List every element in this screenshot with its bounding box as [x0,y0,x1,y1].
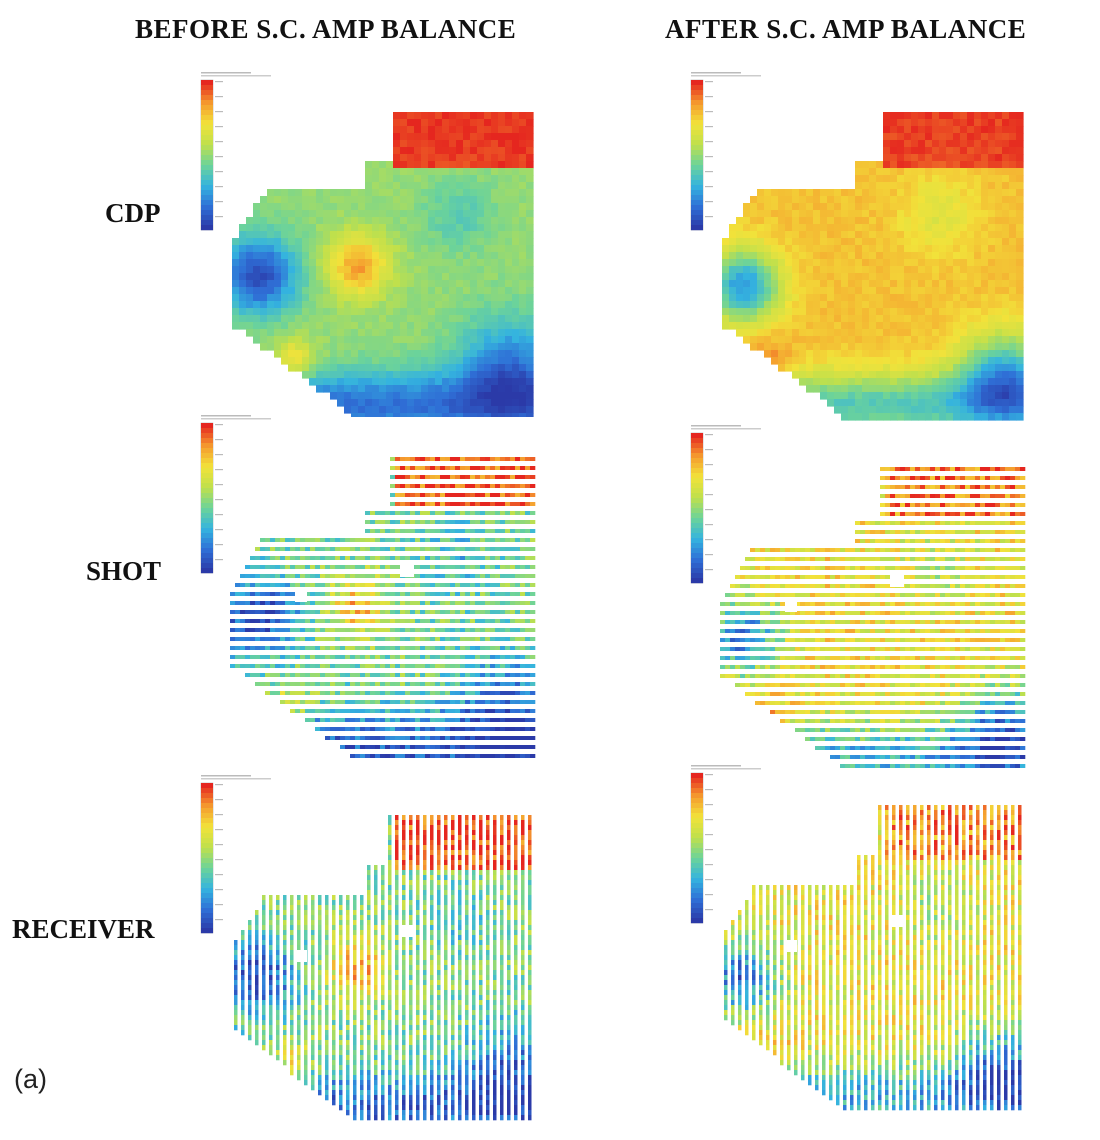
row-label-cdp: CDP [105,198,161,228]
map-receiver-before [195,775,545,1125]
map-receiver-after [685,765,1035,1125]
map-cdp-before [195,72,545,417]
row-label-shot: SHOT [86,556,162,586]
row-label-receiver: RECEIVER [12,914,155,944]
map-cdp-after [685,72,1035,427]
map-shot-before [195,415,545,775]
panel-tag: (a) [14,1064,47,1094]
column-title-before: BEFORE S.C. AMP BALANCE [135,14,517,44]
map-shot-after [685,425,1035,775]
column-title-after: AFTER S.C. AMP BALANCE [665,14,1027,44]
